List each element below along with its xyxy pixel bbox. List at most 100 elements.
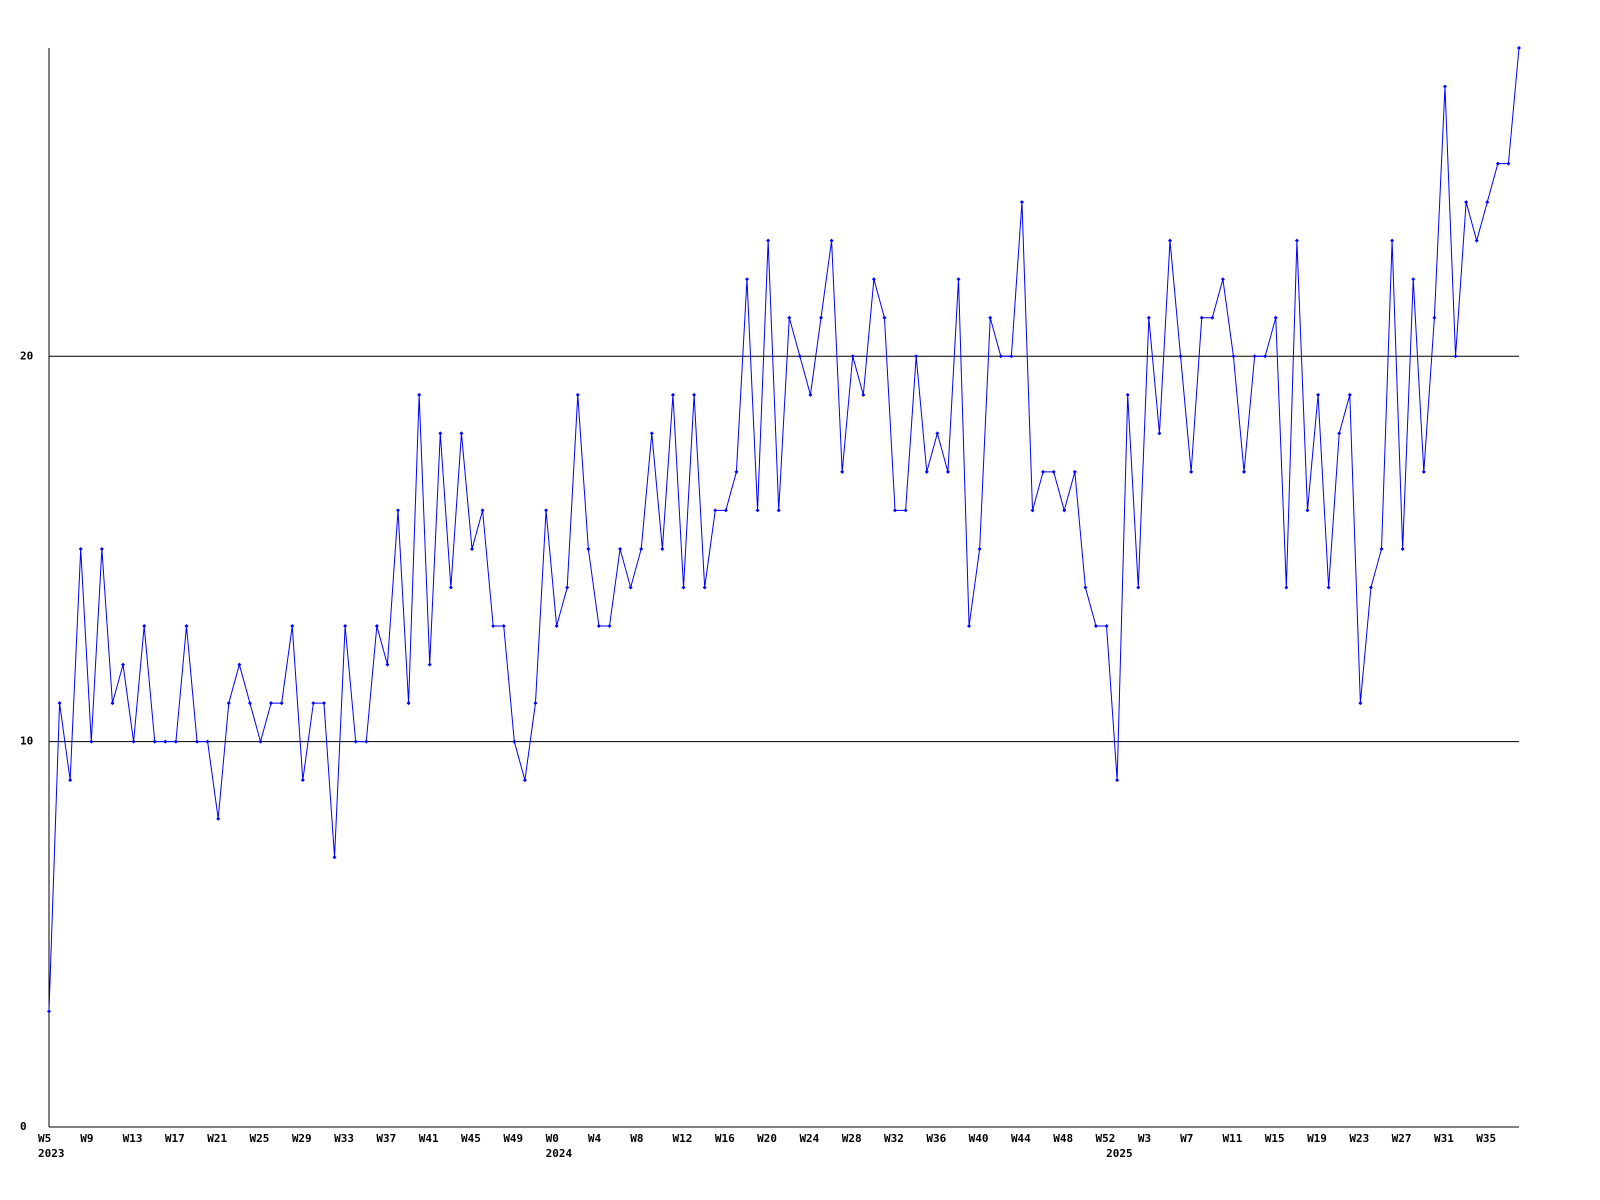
data-point bbox=[1284, 585, 1289, 590]
data-point bbox=[448, 585, 453, 590]
data-point bbox=[1019, 200, 1024, 205]
data-point bbox=[1358, 701, 1363, 706]
data-point bbox=[660, 546, 665, 551]
data-point bbox=[618, 546, 623, 551]
data-point bbox=[269, 701, 274, 706]
data-point bbox=[596, 624, 601, 629]
data-point bbox=[1242, 469, 1247, 474]
data-point bbox=[1104, 624, 1109, 629]
data-point bbox=[924, 469, 929, 474]
x-tick-label: W13 bbox=[123, 1132, 143, 1145]
data-point bbox=[163, 739, 168, 744]
x-tick-label: W9 bbox=[80, 1132, 93, 1145]
data-point bbox=[1136, 585, 1141, 590]
data-point bbox=[152, 739, 157, 744]
data-point bbox=[121, 662, 126, 667]
data-point bbox=[776, 508, 781, 513]
x-tick-label: W19 bbox=[1307, 1132, 1327, 1145]
x-tick-label: W48 bbox=[1053, 1132, 1073, 1145]
data-point bbox=[1210, 315, 1215, 320]
data-point bbox=[861, 392, 866, 397]
data-point bbox=[819, 315, 824, 320]
data-point bbox=[850, 354, 855, 359]
data-point bbox=[1093, 624, 1098, 629]
data-point bbox=[1178, 354, 1183, 359]
data-point bbox=[1495, 161, 1500, 166]
data-point bbox=[89, 739, 94, 744]
data-point bbox=[406, 701, 411, 706]
data-point bbox=[68, 778, 73, 783]
data-point bbox=[290, 624, 295, 629]
data-point bbox=[565, 585, 570, 590]
x-tick-label: W21 bbox=[207, 1132, 227, 1145]
data-point bbox=[1421, 469, 1426, 474]
data-point bbox=[459, 431, 464, 436]
data-point bbox=[501, 624, 506, 629]
data-point bbox=[480, 508, 485, 513]
data-point bbox=[1220, 277, 1225, 282]
data-point bbox=[1485, 200, 1490, 205]
x-tick-label: W52 bbox=[1096, 1132, 1116, 1145]
data-point bbox=[1072, 469, 1077, 474]
y-tick-label: 20 bbox=[20, 349, 33, 362]
data-line bbox=[48, 47, 1520, 1012]
x-tick-label: W31 bbox=[1434, 1132, 1454, 1145]
data-point bbox=[78, 546, 83, 551]
data-point bbox=[1464, 200, 1469, 205]
data-point bbox=[195, 739, 200, 744]
data-point bbox=[575, 392, 580, 397]
x-tick-label: W27 bbox=[1392, 1132, 1412, 1145]
x-tick-label: W5 bbox=[38, 1132, 51, 1145]
data-point bbox=[1294, 238, 1299, 243]
year-label: 2023 bbox=[38, 1147, 65, 1160]
data-point bbox=[1400, 546, 1405, 551]
data-point bbox=[247, 701, 252, 706]
x-tick-label: W35 bbox=[1476, 1132, 1496, 1145]
data-point bbox=[1326, 585, 1331, 590]
x-tick-label: W29 bbox=[292, 1132, 312, 1145]
x-tick-label: W33 bbox=[334, 1132, 354, 1145]
data-point bbox=[332, 855, 337, 860]
x-tick-label: W44 bbox=[1011, 1132, 1031, 1145]
data-point bbox=[1168, 238, 1173, 243]
data-point bbox=[1453, 354, 1458, 359]
x-tick-label: W16 bbox=[715, 1132, 735, 1145]
x-tick-label: W3 bbox=[1138, 1132, 1151, 1145]
x-tick-label: W24 bbox=[799, 1132, 819, 1145]
x-tick-label: W36 bbox=[926, 1132, 946, 1145]
year-label: 2024 bbox=[546, 1147, 573, 1160]
data-point bbox=[47, 1009, 51, 1014]
year-label: 2025 bbox=[1106, 1147, 1133, 1160]
x-tick-label: W11 bbox=[1222, 1132, 1242, 1145]
data-point bbox=[1517, 46, 1521, 50]
data-point bbox=[1009, 354, 1014, 359]
x-tick-label: W20 bbox=[757, 1132, 777, 1145]
data-point bbox=[903, 508, 908, 513]
data-point bbox=[977, 546, 982, 551]
data-point bbox=[586, 546, 591, 551]
data-point bbox=[914, 354, 919, 359]
x-tick-label: W45 bbox=[461, 1132, 481, 1145]
data-point bbox=[1442, 84, 1447, 89]
data-point bbox=[374, 624, 379, 629]
data-point bbox=[417, 392, 422, 397]
data-point bbox=[544, 508, 549, 513]
data-point bbox=[628, 585, 633, 590]
data-point bbox=[1347, 392, 1352, 397]
x-tick-label: W17 bbox=[165, 1132, 185, 1145]
data-point bbox=[1125, 392, 1130, 397]
data-point bbox=[258, 739, 263, 744]
data-point bbox=[1305, 508, 1310, 513]
data-point bbox=[205, 739, 210, 744]
data-point bbox=[226, 701, 231, 706]
data-point bbox=[1379, 546, 1384, 551]
x-tick-label: W32 bbox=[884, 1132, 904, 1145]
data-point bbox=[57, 701, 62, 706]
x-tick-label: W41 bbox=[419, 1132, 439, 1145]
data-point bbox=[1062, 508, 1067, 513]
x-tick-label: W49 bbox=[503, 1132, 523, 1145]
data-point bbox=[1189, 469, 1194, 474]
data-point bbox=[470, 546, 475, 551]
data-point bbox=[998, 354, 1003, 359]
data-point bbox=[522, 778, 527, 783]
